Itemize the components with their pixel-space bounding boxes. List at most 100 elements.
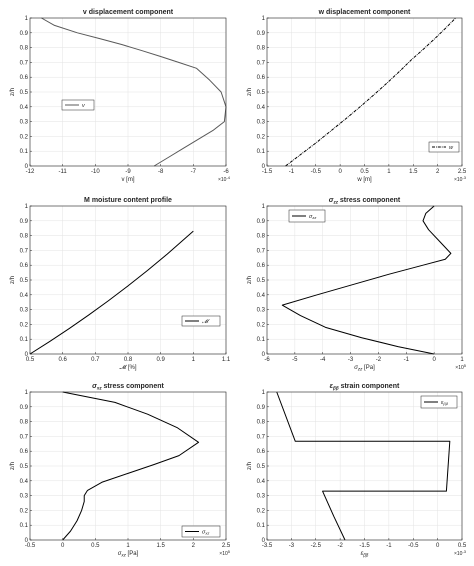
legend: w: [428, 141, 460, 153]
x-tick-label: 0.5: [458, 543, 467, 549]
x-tick-label: -0.5: [408, 543, 419, 549]
y-tick-label: 1: [25, 390, 29, 396]
legend-label: σzz: [309, 214, 316, 220]
y-tick-label: 0: [25, 538, 29, 544]
legend-box: [181, 525, 221, 538]
x-tick-label: -4: [320, 357, 326, 363]
x-tick-label: -3: [348, 357, 354, 363]
y-tick-label: 0.7: [257, 60, 266, 66]
y-tick-label: 0.5: [20, 464, 29, 470]
x-tick-label: -1.5: [262, 169, 273, 175]
y-tick-label: 0.2: [20, 322, 29, 328]
x-tick-label: 0: [61, 543, 65, 549]
x-tick-label: 1: [387, 169, 391, 175]
x-tick-label: 0: [432, 357, 436, 363]
y-tick-label: 0: [262, 538, 266, 544]
x-tick-label: 1.5: [409, 169, 418, 175]
series-line-1: [41, 17, 227, 167]
y-axis-label: z/h: [247, 276, 253, 284]
x-tick-label: 1: [192, 357, 196, 363]
chart-title: σzz stress component: [329, 197, 401, 205]
y-tick-label: 1: [262, 390, 266, 396]
chart-panel-6: -3.5 -3 -2.5 -2 -1.5 -1 -0.5 0 0.5 0 0.1 0.2 0.3 0.4 0…: [247, 383, 467, 558]
x-tick-label: -5: [292, 357, 298, 363]
x-tick-label: 2.5: [458, 169, 467, 175]
x-tick-label: -2: [337, 543, 343, 549]
x-tick-label: -0.5: [25, 543, 36, 549]
y-tick-label: 0.6: [20, 263, 29, 269]
y-tick-label: 0.4: [20, 105, 29, 111]
x-tick-label: 2.5: [222, 543, 231, 549]
chart-panel-1: -12 -11 -10 -9 -8 -7 -6 0 0.1 0.2 0.3 0.4 0.5 0.6 0.7 0…: [10, 9, 231, 183]
y-tick-label: 0.9: [257, 31, 266, 37]
x-axis-label: σzz [Pa]: [354, 365, 375, 372]
y-tick-label: 0.1: [257, 337, 266, 343]
y-tick-label: 0.3: [20, 120, 29, 126]
x-tick-label: 0.5: [91, 543, 100, 549]
y-tick-label: 0.1: [20, 523, 29, 529]
y-tick-label: 0.8: [20, 420, 29, 426]
y-tick-label: 1: [25, 16, 29, 22]
x-tick-label: -6: [264, 357, 270, 363]
chart-panel-5: -0.5 0 0.5 1 1.5 2 2.500.10.20.30.40.50.60.70.…: [10, 383, 231, 558]
y-tick-label: 0.2: [20, 508, 29, 514]
legend: 𝓜: [181, 315, 221, 327]
y-tick-label: 0.6: [257, 75, 266, 81]
x-tick-label: -6: [223, 169, 229, 175]
y-tick-label: 0.8: [257, 234, 266, 240]
x-tick-label: 0.9: [156, 357, 165, 363]
y-tick-label: 0.7: [20, 434, 29, 440]
x-tick-label: 2: [192, 543, 196, 549]
y-tick-label: 0: [262, 164, 266, 170]
y-axis-label: z/h: [247, 88, 253, 96]
y-tick-label: 0.6: [20, 449, 29, 455]
x-tick-label: 0.5: [360, 169, 369, 175]
y-tick-label: 0.4: [257, 293, 266, 299]
y-tick-label: 0.3: [257, 120, 266, 126]
series-line-1: [62, 391, 200, 541]
y-tick-label: 0.7: [20, 248, 29, 254]
chart-panel-2: -1.5 -1 -0.5 0 0.5 1 1.5 2 2.5 0 0.1 0.2 0.3 0.4 0.5 0.…: [247, 9, 467, 183]
y-axis-label: z/h: [10, 462, 16, 470]
y-tick-label: 0.9: [257, 219, 266, 225]
y-tick-label: 0.1: [257, 149, 266, 155]
y-tick-label: 0.4: [257, 105, 266, 111]
y-tick-label: 0.5: [257, 464, 266, 470]
y-tick-label: 0.3: [257, 494, 266, 500]
y-tick-label: 0.9: [20, 31, 29, 37]
x-tick-label: -12: [26, 169, 35, 175]
chart-title: M moisture content profile: [84, 197, 172, 204]
x-tick-label: -11: [59, 169, 68, 175]
x-tick-label: -0.5: [311, 169, 322, 175]
chart-panel-4: -6 -5 -4 -3 -2 -1 0 1 0 0.1 0.2 0.3 0.4 0.5 0.6 0.7 0.8 0…: [247, 197, 467, 372]
x-tick-label: 1: [460, 357, 464, 363]
legend-label: 𝓜: [202, 319, 210, 325]
y-tick-label: 0: [25, 352, 29, 358]
y-tick-label: 0.5: [20, 278, 29, 284]
legend: σzz: [288, 209, 326, 223]
y-tick-label: 0.6: [257, 449, 266, 455]
x-exponent-label: ×10-3: [454, 549, 467, 557]
x-tick-label: 1: [126, 543, 130, 549]
x-exponent-label: ×105: [219, 549, 230, 557]
legend-box: [288, 209, 326, 223]
y-tick-label: 0: [25, 164, 29, 170]
x-tick-label: 0: [436, 543, 440, 549]
series-line-1: [285, 17, 457, 167]
y-tick-label: 0.6: [20, 75, 29, 81]
legend-box: [420, 395, 458, 409]
y-tick-label: 0.2: [257, 134, 266, 140]
legend-label: σxz: [202, 530, 209, 536]
y-tick-label: 1: [25, 204, 29, 210]
x-axis-label: εββ: [361, 551, 369, 558]
y-tick-label: 0.9: [20, 405, 29, 411]
x-tick-label: -1: [289, 169, 295, 175]
x-tick-label: -2.5: [311, 543, 322, 549]
y-tick-label: 0.4: [20, 293, 29, 299]
legend-label: εββ: [441, 400, 449, 406]
y-tick-label: 0.1: [20, 149, 29, 155]
y-tick-label: 0.7: [257, 434, 266, 440]
series-line-1: [29, 230, 194, 355]
y-tick-label: 0.4: [257, 479, 266, 485]
y-tick-label: 0.7: [20, 60, 29, 66]
